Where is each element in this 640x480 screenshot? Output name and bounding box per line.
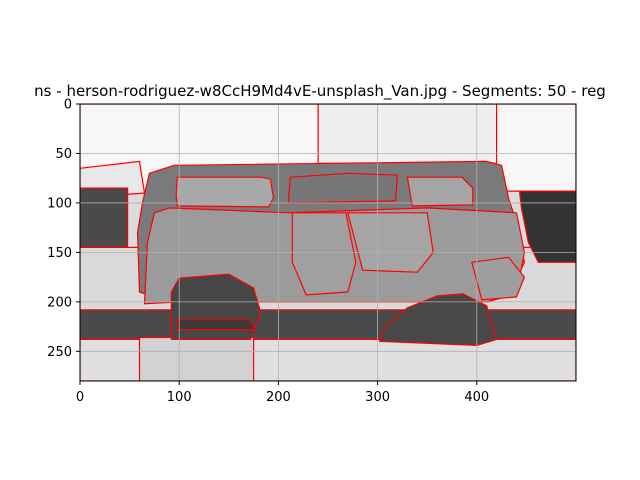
chart-title: ns - herson-rodriguez-w8CcH9Md4vE-unspla… (34, 82, 606, 101)
segment-region (347, 212, 434, 273)
segment-regions (80, 104, 576, 381)
y-tick-label: 150 (47, 246, 72, 261)
segment-region (317, 104, 498, 164)
segment-region (80, 187, 129, 248)
y-tick-label: 200 (47, 295, 72, 310)
x-tick-label: 400 (464, 390, 489, 405)
y-tick-label: 250 (47, 345, 72, 360)
y-axis: 0 50 100 150 200 250 (47, 98, 80, 360)
y-tick-label: 50 (55, 147, 72, 162)
segment-region (80, 309, 576, 342)
segment-region (175, 176, 274, 208)
plot-area (79, 103, 577, 382)
y-tick-label: 100 (47, 196, 72, 211)
segment-region (291, 212, 357, 296)
x-tick-label: 300 (365, 390, 390, 405)
x-tick-label: 100 (167, 390, 192, 405)
segment-region (138, 336, 255, 381)
x-tick-label: 0 (76, 390, 84, 405)
segment-region (406, 176, 474, 207)
segment-region (176, 319, 256, 331)
segment-region (471, 256, 526, 301)
segment-region (287, 172, 398, 204)
axes-frame (79, 103, 577, 382)
x-tick-label: 200 (266, 390, 291, 405)
y-tick-label: 0 (64, 98, 72, 113)
x-axis: 0 100 200 300 400 (76, 381, 489, 405)
segment-region (379, 293, 498, 346)
segment-region (518, 190, 576, 263)
